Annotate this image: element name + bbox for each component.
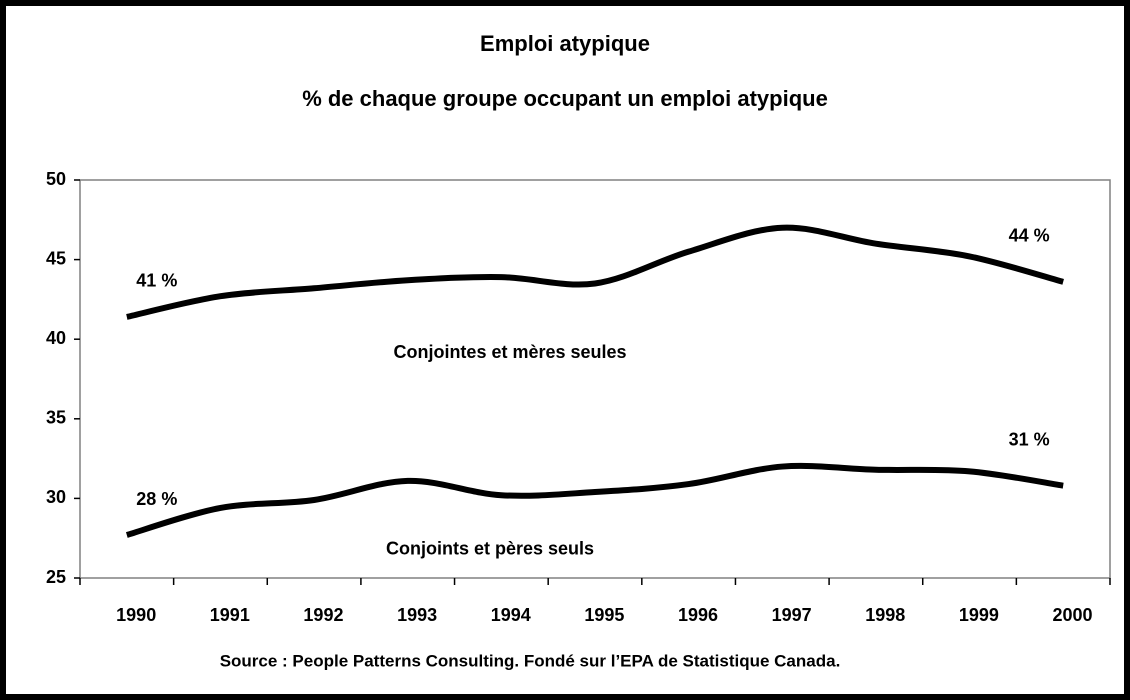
x-tick-label: 1992 [303, 605, 343, 625]
x-tick-label: 1994 [491, 605, 531, 625]
y-tick-label: 25 [46, 567, 66, 587]
series-label: Conjointes et mères seules [393, 342, 626, 362]
x-tick-label: 1999 [959, 605, 999, 625]
y-tick-label: 35 [46, 408, 66, 428]
data-label: 44 % [1009, 226, 1050, 246]
plot-area [79, 179, 1111, 579]
chart-title: Emploi atypique [480, 31, 650, 56]
x-tick-label: 1996 [678, 605, 718, 625]
y-tick-label: 30 [46, 487, 66, 507]
x-tick-label: 1997 [772, 605, 812, 625]
series-label: Conjoints et pères seuls [386, 539, 594, 559]
line [126, 224, 1064, 320]
data-label: 41 % [136, 271, 177, 291]
x-tick-label: 2000 [1053, 605, 1093, 625]
y-tick-label: 40 [46, 328, 66, 348]
x-tick-label: 1998 [865, 605, 905, 625]
x-tick-label: 1993 [397, 605, 437, 625]
data-label: 28 % [136, 489, 177, 509]
chart-subtitle: % de chaque groupe occupant un emploi at… [302, 86, 828, 111]
x-tick-label: 1995 [584, 605, 624, 625]
data-label: 31 % [1009, 429, 1050, 449]
y-tick-label: 50 [46, 169, 66, 189]
y-tick-label: 45 [46, 248, 66, 268]
source: Source : People Patterns Consulting. Fon… [220, 651, 841, 670]
x-tick-label: 1990 [116, 605, 156, 625]
line [125, 462, 1064, 538]
x-tick-label: 1991 [210, 605, 250, 625]
